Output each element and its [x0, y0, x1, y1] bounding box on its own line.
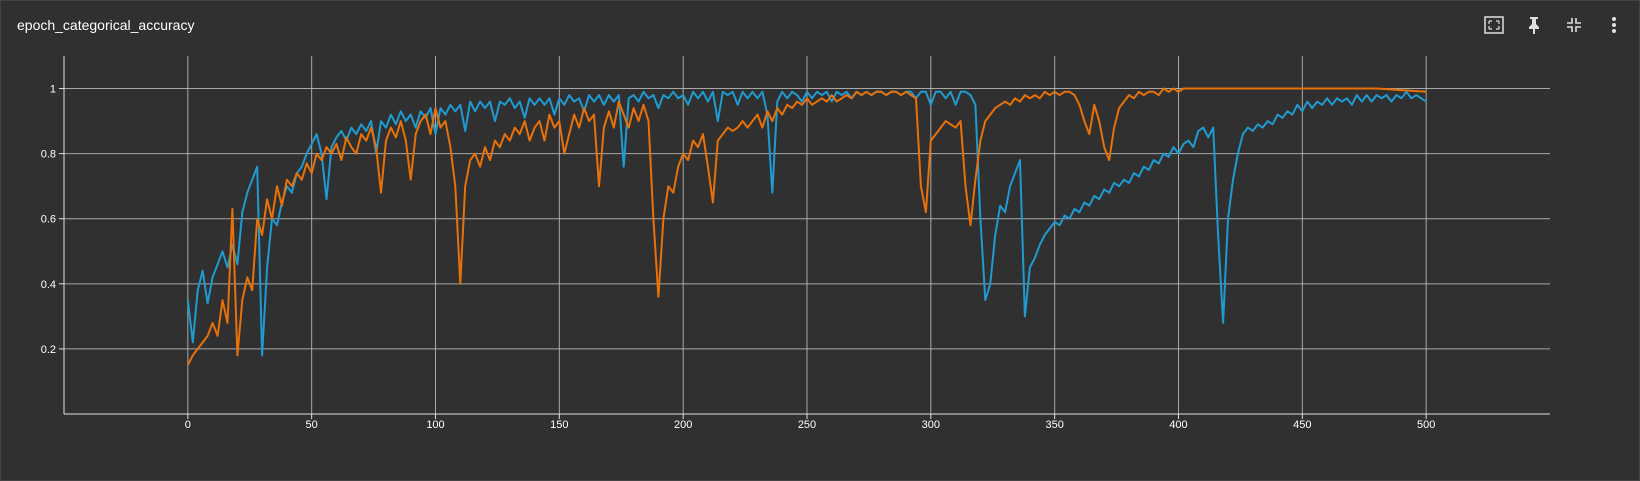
y-tick-label: 0.6	[41, 214, 56, 226]
x-tick-label: 150	[550, 419, 568, 431]
chart-toolbar	[1483, 14, 1625, 36]
more-vert-icon[interactable]	[1603, 14, 1625, 36]
x-tick-label: 50	[306, 419, 318, 431]
x-tick-label: 100	[426, 419, 444, 431]
y-tick-label: 0.2	[41, 344, 56, 356]
x-tick-label: 500	[1417, 419, 1435, 431]
y-tick-label: 0.8	[41, 149, 56, 161]
x-tick-label: 450	[1293, 419, 1311, 431]
fit-to-data-icon[interactable]	[1483, 14, 1505, 36]
x-tick-label: 250	[798, 419, 816, 431]
x-tick-label: 0	[185, 419, 191, 431]
x-tick-label: 350	[1045, 419, 1063, 431]
collapse-icon[interactable]	[1563, 14, 1585, 36]
series-line-1	[186, 90, 1427, 357]
pin-icon[interactable]	[1523, 14, 1545, 36]
y-tick-label: 0.4	[41, 279, 56, 291]
chart-title: epoch_categorical_accuracy	[17, 17, 195, 33]
x-tick-label: 300	[922, 419, 940, 431]
series-line-2	[186, 87, 1427, 366]
y-tick-label: 1	[50, 84, 56, 96]
x-tick-label: 400	[1169, 419, 1187, 431]
x-tick-label: 200	[674, 419, 692, 431]
